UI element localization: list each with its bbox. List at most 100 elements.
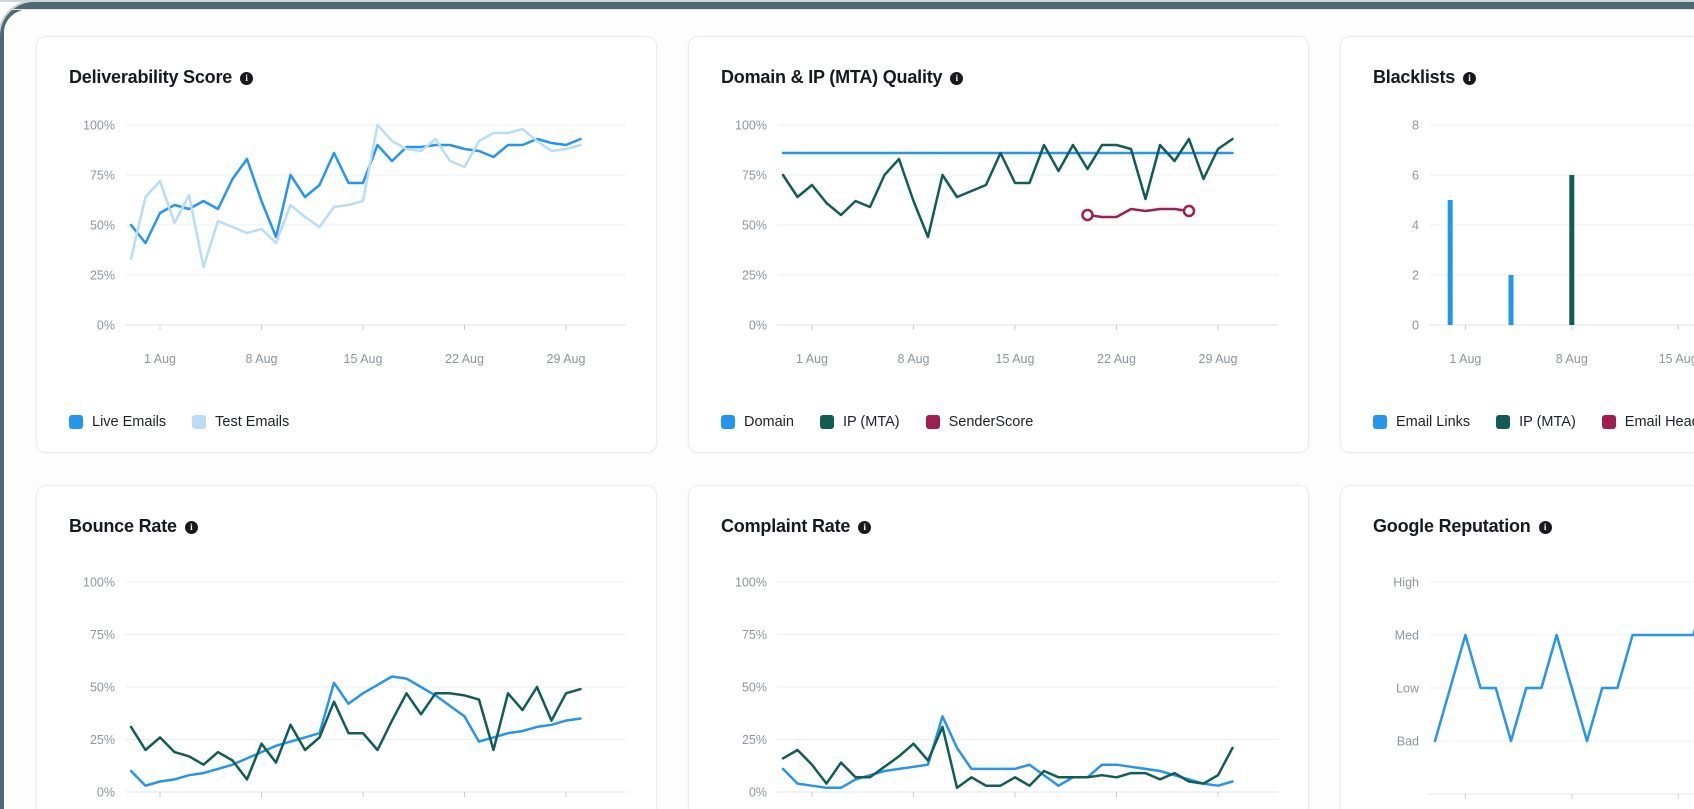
svg-text:6: 6: [1412, 169, 1419, 183]
svg-text:100%: 100%: [83, 119, 115, 133]
svg-text:50%: 50%: [90, 681, 115, 695]
legend-label: Email Links: [1396, 414, 1470, 430]
legend-label: SenderScore: [949, 414, 1034, 430]
domain-ip-quality-chart: 100%75%50%25%0%1 Aug8 Aug15 Aug22 Aug29 …: [721, 105, 1278, 369]
legend-label: Test Emails: [215, 414, 289, 430]
legend-swatch-icon: [1602, 415, 1616, 429]
blacklists-chart: 864201 Aug8 Aug15 Aug22 Aug29 Aug: [1373, 105, 1694, 369]
legend-swatch-icon: [192, 415, 206, 429]
svg-text:100%: 100%: [83, 576, 115, 590]
legend-item[interactable]: IP (MTA): [820, 414, 900, 430]
svg-text:0%: 0%: [749, 319, 767, 333]
svg-text:4: 4: [1412, 219, 1419, 233]
svg-text:50%: 50%: [742, 681, 767, 695]
window-top-hairline: [0, 0, 1694, 2]
dashboard-page: Deliverability Score i 100% 75% 50% 25% 0% 1 …: [0, 0, 1694, 809]
legend-item[interactable]: Test Emails: [192, 414, 289, 430]
svg-text:Bad: Bad: [1397, 735, 1419, 749]
complaint-rate-chart: 100%75%50%25%0%1 Aug8 Aug15 Aug22 Aug29 …: [721, 562, 1278, 809]
svg-text:75%: 75%: [742, 628, 767, 642]
svg-text:29 Aug: 29 Aug: [1199, 352, 1238, 366]
legend-label: Email Header: [1625, 414, 1694, 430]
svg-text:8 Aug: 8 Aug: [1556, 352, 1588, 366]
legend-item[interactable]: Email Links: [1373, 414, 1470, 430]
svg-text:75%: 75%: [742, 169, 767, 183]
svg-text:29 Aug: 29 Aug: [547, 352, 586, 366]
legend-item[interactable]: Live Emails: [69, 414, 166, 430]
svg-text:22 Aug: 22 Aug: [1097, 352, 1136, 366]
svg-text:25%: 25%: [742, 733, 767, 747]
legend-label: Domain: [744, 414, 794, 430]
svg-text:25%: 25%: [90, 733, 115, 747]
info-icon[interactable]: i: [185, 521, 198, 534]
charts-row-bottom: Bounce Rate i 100%75%50%25%0%1 Aug8 Aug1…: [36, 485, 1694, 809]
svg-text:0%: 0%: [97, 786, 115, 800]
bounce-rate-chart: 100%75%50%25%0%1 Aug8 Aug15 Aug22 Aug29 …: [69, 562, 626, 809]
deliverability-score-legend: Live Emails Test Emails: [69, 414, 289, 430]
card-bounce-rate: Bounce Rate i 100%75%50%25%0%1 Aug8 Aug1…: [36, 485, 657, 809]
svg-text:0%: 0%: [749, 786, 767, 800]
legend-label: Live Emails: [92, 414, 166, 430]
card-deliverability-score: Deliverability Score i 100% 75% 50% 25% 0% 1 …: [36, 36, 657, 453]
legend-swatch-icon: [820, 415, 834, 429]
svg-text:75%: 75%: [90, 169, 115, 183]
svg-text:0: 0: [1412, 319, 1419, 333]
svg-text:75%: 75%: [90, 628, 115, 642]
card-header: Bounce Rate i: [69, 514, 624, 538]
info-icon[interactable]: i: [1539, 521, 1552, 534]
svg-text:25%: 25%: [90, 269, 115, 283]
page-title-blacklists: Blacklists: [1373, 65, 1455, 89]
card-header: Deliverability Score i: [69, 65, 624, 89]
page-title-deliverability-score: Deliverability Score: [69, 65, 232, 89]
legend-item[interactable]: IP (MTA): [1496, 414, 1576, 430]
info-icon[interactable]: i: [1463, 72, 1476, 85]
legend-item[interactable]: Email Header: [1602, 414, 1694, 430]
svg-text:2: 2: [1412, 269, 1419, 283]
card-header: Domain & IP (MTA) Quality i: [721, 65, 1276, 89]
domain-ip-quality-legend: Domain IP (MTA) SenderScore: [721, 414, 1033, 430]
svg-text:15 Aug: 15 Aug: [344, 352, 383, 366]
info-icon[interactable]: i: [858, 521, 871, 534]
legend-label: IP (MTA): [1519, 414, 1576, 430]
blacklists-legend: Email Links IP (MTA) Email Header: [1373, 414, 1694, 430]
card-domain-ip-quality: Domain & IP (MTA) Quality i 100% 75% 50% 25…: [688, 36, 1309, 453]
page-title-google-reputation: Google Reputation: [1373, 514, 1531, 538]
legend-swatch-icon: [69, 415, 83, 429]
card-header: Blacklists i: [1373, 65, 1694, 89]
card-header: Google Reputation i: [1373, 514, 1694, 538]
svg-text:8: 8: [1412, 119, 1419, 133]
svg-text:100%: 100%: [735, 576, 767, 590]
svg-text:1 Aug: 1 Aug: [796, 352, 828, 366]
card-google-reputation: Google Reputation i HighMedLowBad1 Aug8 …: [1340, 485, 1694, 809]
page-title-bounce-rate: Bounce Rate: [69, 514, 177, 538]
google-reputation-chart: HighMedLowBad1 Aug8 Aug15 Aug22 Aug29 Au…: [1373, 562, 1694, 809]
card-blacklists: Blacklists i 864201 Aug8 Aug15 Aug22 Aug…: [1340, 36, 1694, 453]
svg-text:Med: Med: [1395, 629, 1419, 643]
info-icon[interactable]: i: [950, 72, 963, 85]
page-title-complaint-rate: Complaint Rate: [721, 514, 850, 538]
svg-text:15 Aug: 15 Aug: [1659, 352, 1694, 366]
svg-text:1 Aug: 1 Aug: [144, 352, 176, 366]
legend-swatch-icon: [721, 415, 735, 429]
svg-text:8 Aug: 8 Aug: [246, 352, 278, 366]
svg-text:50%: 50%: [90, 219, 115, 233]
svg-text:0%: 0%: [97, 319, 115, 333]
svg-text:100%: 100%: [735, 119, 767, 133]
svg-text:High: High: [1393, 576, 1419, 590]
svg-text:22 Aug: 22 Aug: [445, 352, 484, 366]
legend-item[interactable]: Domain: [721, 414, 794, 430]
card-header: Complaint Rate i: [721, 514, 1276, 538]
legend-swatch-icon: [1496, 415, 1510, 429]
page-title-domain-ip-quality: Domain & IP (MTA) Quality: [721, 65, 942, 89]
charts-row-top: Deliverability Score i 100% 75% 50% 25% 0% 1 …: [36, 36, 1694, 453]
svg-text:25%: 25%: [742, 269, 767, 283]
info-icon[interactable]: i: [240, 72, 253, 85]
deliverability-score-chart: 100% 75% 50% 25% 0% 1 Aug 8 Aug 15 Aug 22 Aug 29 …: [69, 105, 626, 369]
card-complaint-rate: Complaint Rate i 100%75%50%25%0%1 Aug8 A…: [688, 485, 1309, 809]
svg-text:15 Aug: 15 Aug: [996, 352, 1035, 366]
legend-item[interactable]: SenderScore: [926, 414, 1034, 430]
legend-label: IP (MTA): [843, 414, 900, 430]
svg-text:50%: 50%: [742, 219, 767, 233]
legend-swatch-icon: [1373, 415, 1387, 429]
legend-swatch-icon: [926, 415, 940, 429]
